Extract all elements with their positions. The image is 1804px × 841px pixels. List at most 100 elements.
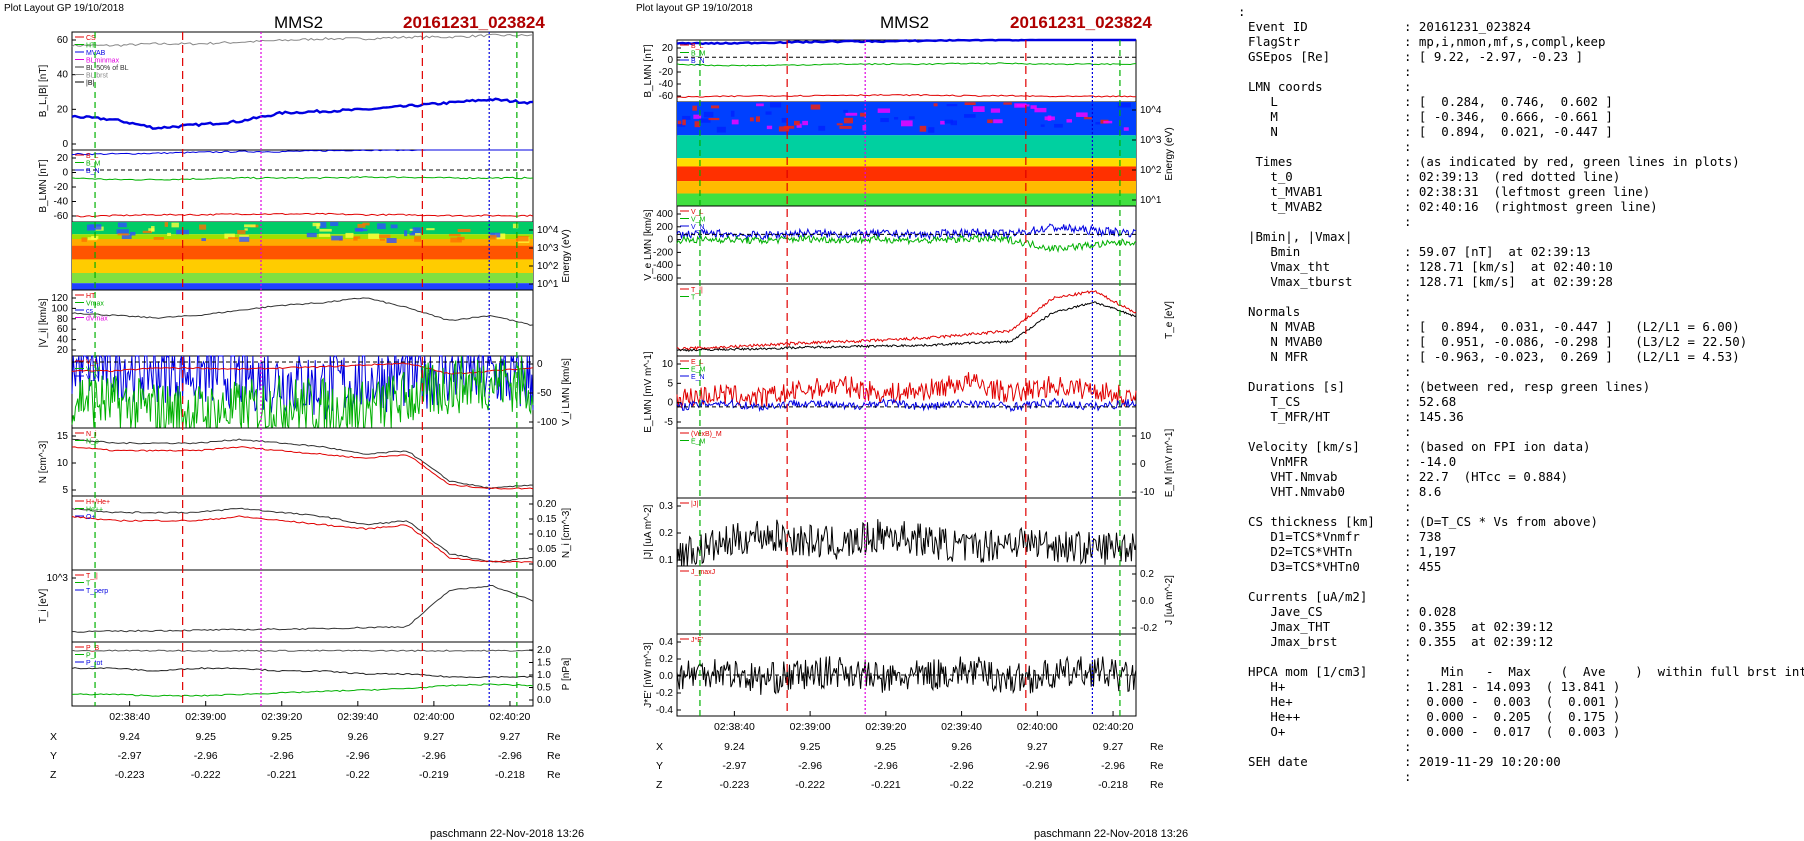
summary-row: VHT.Nmvab: 22.7 (HTcc = 0.884) [1238,469,1798,484]
position-unit: Re [547,769,561,781]
plot-panel: 200-20-40-60 B_LMN [nT] B_LB_MB_N [643,38,1137,103]
legend-label: J*E' [691,637,703,644]
y-tick-label-right: 10 [1140,431,1152,442]
energy-spectrogram [677,102,1136,206]
y-tick-label-right: 10^2 [537,261,559,272]
spectrogram-speck [224,233,235,239]
series-line [71,97,534,130]
y-tick-label: 10^3 [47,573,69,584]
legend-label: B_L [691,43,704,50]
y-tick-label: 15 [57,431,69,442]
summary-row: M: [ -0.346, 0.666, -0.661 ] [1238,109,1798,124]
position-unit: Re [1150,760,1164,772]
summary-value: : [ 0.284, 0.746, 0.602 ] [1404,94,1613,109]
panel-frame [676,565,1137,635]
summary-key: T_MFR/HT [1248,409,1331,424]
position-value: -2.97 [722,760,746,772]
mission-title: MMS2 [274,13,323,32]
y-tick-label-right: -10 [1140,487,1155,498]
spectrogram-speck [411,231,421,234]
y-axis-label: T_i [eV] [38,589,49,624]
spectrogram-speck [386,238,397,243]
spectrogram-speck [836,123,843,126]
spectrogram-speck [409,228,415,231]
spectrogram-speck [677,124,686,127]
spectrogram-speck [919,125,927,132]
summary-key: O+ [1248,724,1286,739]
position-value: -0.223 [719,779,749,791]
position-value: -2.96 [874,760,898,772]
y-axis-label-right: Energy (eV) [1164,127,1175,180]
spectrogram-speck [362,222,370,226]
y-tick-label: -20 [54,182,69,193]
series-line [676,301,1137,352]
legend-label: He++ [86,507,103,514]
legend-label: V_N [691,224,705,231]
y-tick-label-right: 2.0 [537,645,551,656]
figure-footer: paschmann 22-Nov-2018 13:26 [430,828,584,840]
spectrogram-speck [201,238,206,242]
y-tick-label-right: 10^3 [1140,135,1162,146]
summary-row: Jave_CS: 0.028 [1238,604,1798,619]
legend-label: E_M [691,439,706,446]
position-value: 9.26 [348,731,369,743]
spectrogram-speck [319,222,327,228]
y-tick-label: 200 [656,222,673,233]
summary-key: VHT.Nmvab0 [1248,484,1345,499]
summary-value: : 1.281 - 14.093 ( 13.841 ) [1404,679,1621,694]
spectrogram-speck [755,116,761,122]
summary-row: O+: 0.000 - 0.017 ( 0.003 ) [1238,724,1798,739]
summary-value: : [1404,364,1412,379]
y-tick-label-right: 0 [1140,459,1146,470]
summary-key: N MVAB [1248,319,1316,334]
spectrogram-speck [810,104,821,110]
summary-row: t_MVAB1: 02:38:31 (leftmost green line) [1238,184,1798,199]
summary-value: : [1404,139,1412,154]
summary-key: D1=TCS*Vnmfr [1248,529,1360,544]
summary-value: : mp,i,nmon,mf,s,compl,keep [1404,34,1606,49]
y-tick-label: -40 [54,197,69,208]
series-line [676,38,1136,46]
summary-value: : [1404,304,1412,319]
spectrogram-speck [415,233,421,236]
time-tick-label: 02:39:40 [337,711,378,723]
summary-value: : 145.36 [1404,409,1464,424]
time-tick-label: 02:40:00 [1017,721,1058,733]
summary-row: : [1238,289,1798,304]
position-value: -0.219 [419,769,449,781]
summary-value: : 0.028 [1404,604,1457,619]
summary-key: Vmax_tht [1248,259,1331,274]
y-tick-label: 0.2 [659,528,673,539]
series-line [71,507,534,563]
summary-key: Vmax_tburst [1248,274,1353,289]
y-axis-label-right: N_i [cm^-3] [561,508,572,558]
y-axis-label: B_LMN [nT] [38,159,49,213]
spectrogram-speck [716,126,726,133]
y-tick-label-right: 0.20 [537,499,557,510]
summary-value: : 128.71 [km/s] at 02:39:28 [1404,274,1613,289]
y-tick-label: 60 [57,35,69,46]
y-tick-label-right: 0.0 [537,695,551,706]
spectrogram-speck [164,222,169,227]
position-value: -2.96 [194,750,218,762]
legend-label: dVmax [86,316,108,323]
summary-key: Jmax_brst [1248,634,1338,649]
position-value: -0.218 [495,769,525,781]
event-id-title: 20161231_023824 [1010,13,1152,32]
summary-key: He+ [1248,694,1293,709]
y-axis-label: V_e LMN [km/s] [643,209,654,280]
series-line [71,649,534,652]
spectrogram-speck [933,103,938,107]
position-value: 9.27 [1027,741,1048,753]
time-tick-label: 02:39:20 [865,721,906,733]
summary-key: H+ [1248,679,1286,694]
y-tick-label-right: -0.2 [1140,623,1158,634]
spectrogram-speck [972,106,985,112]
spectrogram-speck [116,229,129,234]
position-unit: Re [1150,741,1164,753]
summary-key: VHT.Nmvab [1248,469,1338,484]
spectrogram-speck [228,237,239,240]
spectrogram-band [677,166,1136,182]
y-tick-label-right: 10^4 [1140,105,1162,116]
